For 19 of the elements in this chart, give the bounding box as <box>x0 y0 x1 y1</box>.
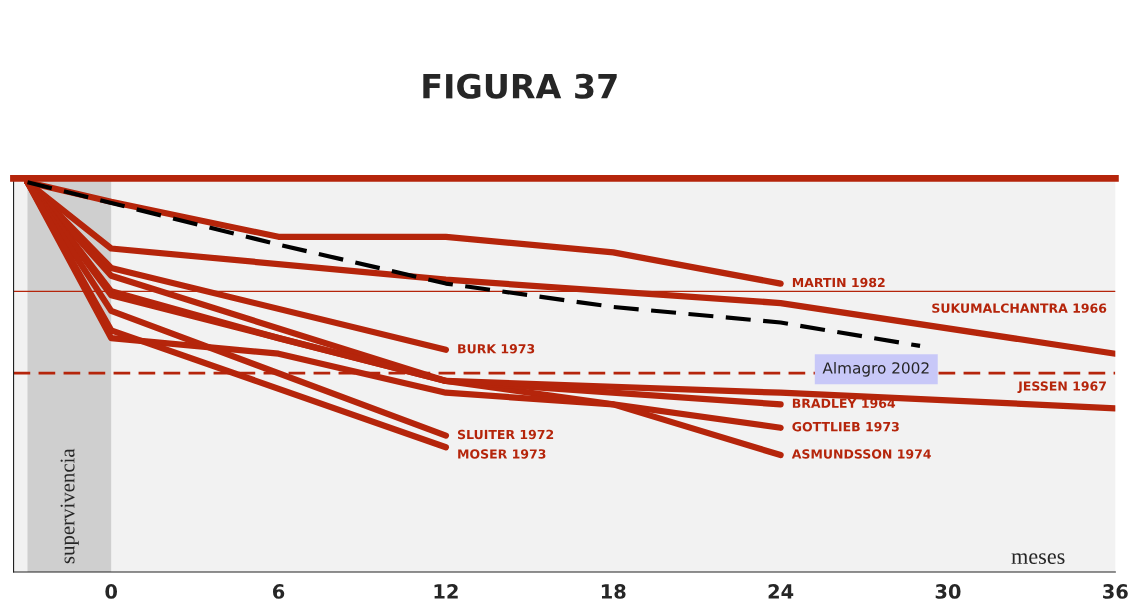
chart-title: FIGURA 37 <box>423 73 617 99</box>
series-label: ASMUNDSSON 1974 <box>791 449 931 459</box>
series-label: JESSEN 1967 <box>1017 381 1106 394</box>
x-tick-label: 30 <box>935 584 961 599</box>
series-label: Almagro 2002 <box>822 361 929 377</box>
x-tick-label: 12 <box>434 584 458 599</box>
x-axis-title: meses <box>1011 553 1065 564</box>
band-label: supervivencia <box>60 448 79 564</box>
series-label: MOSER 1973 <box>458 449 546 459</box>
x-tick-label: 6 <box>272 584 285 599</box>
x-tick-label: 0 <box>105 584 118 599</box>
series-label: SLUITER 1972 <box>457 429 554 440</box>
series-label: SUKUMALCHANTRA 1966 <box>932 303 1107 313</box>
x-tick-label: 36 <box>1103 584 1128 599</box>
x-tick-label: 18 <box>601 584 626 599</box>
x-tick-label: 24 <box>768 584 794 599</box>
series-label: MARTIN 1982 <box>792 277 885 288</box>
series-label: BURK 1973 <box>458 343 535 354</box>
series-label: GOTTLIEB 1973 <box>792 421 899 432</box>
